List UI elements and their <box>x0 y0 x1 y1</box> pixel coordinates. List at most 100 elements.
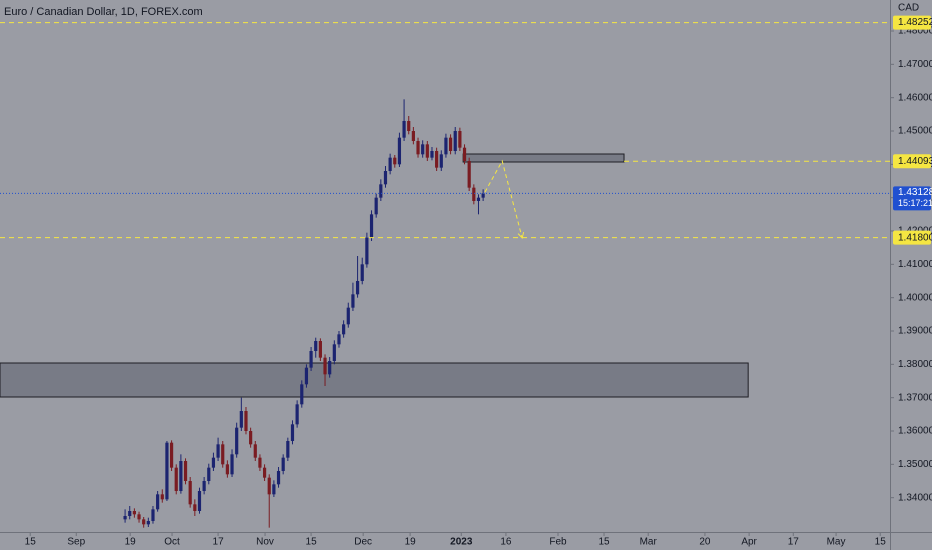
candle-body <box>216 444 220 458</box>
chart-title: Euro / Canadian Dollar, 1D, FOREX.com <box>4 6 203 18</box>
candle-body <box>351 294 355 308</box>
candle-body <box>309 351 313 368</box>
candle-body <box>188 481 192 505</box>
x-tick-label: Oct <box>164 537 180 548</box>
candle-body <box>448 137 453 151</box>
candle-body <box>295 404 299 425</box>
candle-body <box>304 367 309 385</box>
candle-body <box>258 457 262 468</box>
x-tick-label: 16 <box>500 537 512 548</box>
candle-body <box>169 442 174 468</box>
x-tick-label: Sep <box>67 537 85 548</box>
currency-label: CAD <box>898 3 919 14</box>
candle-body <box>146 521 150 525</box>
candle-body <box>211 457 216 468</box>
y-tick-label: 1.47000 <box>898 59 932 70</box>
candle-body <box>151 509 155 521</box>
level-label: 1.41800 <box>898 232 932 243</box>
candle-body <box>444 137 448 155</box>
x-tick-label: 20 <box>699 537 711 548</box>
y-tick-label: 1.45000 <box>898 126 932 137</box>
y-tick-label: 1.38000 <box>898 359 932 370</box>
candle-body <box>183 461 188 481</box>
candle-body <box>407 121 411 131</box>
candle-body <box>462 147 467 161</box>
candle-body <box>128 511 132 516</box>
candle-body <box>332 344 336 361</box>
candle-body <box>286 441 290 458</box>
candle-body <box>393 157 397 165</box>
candle-body <box>337 334 341 345</box>
level-label: 1.48252 <box>898 17 932 28</box>
x-tick-label: Apr <box>741 537 757 548</box>
candle-body <box>411 131 415 141</box>
candle-body <box>430 151 434 158</box>
x-tick-label: 17 <box>213 537 225 548</box>
candle-body <box>472 187 476 201</box>
axes: 1.34000 1.35000 1.36000 1.37000 1.38000 1.390… <box>25 15 932 548</box>
candle-body <box>267 477 271 495</box>
candle-body <box>421 144 425 155</box>
zone <box>462 153 625 163</box>
candle-body <box>244 411 248 431</box>
candle-body <box>300 384 304 405</box>
candle-body <box>207 467 211 481</box>
candle-body <box>276 471 281 485</box>
candle-body <box>435 151 439 168</box>
countdown-label: 15:17:21 <box>898 198 932 208</box>
candle-body <box>193 504 197 511</box>
candle-body <box>165 442 169 500</box>
y-tick-label: 1.34000 <box>898 492 932 503</box>
candle-body <box>439 154 443 168</box>
level-label: 1.44093 <box>898 156 932 167</box>
candle-body <box>383 171 388 185</box>
candle-body <box>202 481 206 491</box>
plot-area <box>0 22 890 528</box>
last-price-box <box>893 186 931 211</box>
candle-body <box>467 161 471 188</box>
projection-path <box>484 159 523 239</box>
candle-body <box>137 514 141 520</box>
candle-body <box>355 281 360 295</box>
candle-body <box>281 457 285 471</box>
candle-body <box>225 464 229 475</box>
candle-body <box>369 214 374 238</box>
y-tick-label: 1.36000 <box>898 426 932 437</box>
candle-body <box>179 461 183 491</box>
x-tick-label: May <box>827 537 846 548</box>
candle-body <box>318 341 322 358</box>
candle-body <box>328 361 332 375</box>
candle-body <box>425 144 429 158</box>
x-tick-label: Dec <box>354 537 372 548</box>
candle-body <box>458 131 462 148</box>
candle-body <box>365 237 369 265</box>
candle-body <box>416 141 420 155</box>
x-tick-label: 15 <box>875 537 887 548</box>
x-tick-label: Nov <box>256 537 274 548</box>
candle-body <box>230 454 234 475</box>
x-tick-label: 17 <box>788 537 800 548</box>
last-price-label: 1.43128 <box>898 187 932 198</box>
candle-body <box>272 484 276 495</box>
x-tick-label: 15 <box>25 537 37 548</box>
candle-body <box>160 494 164 500</box>
candle-body <box>388 157 392 171</box>
candle-body <box>235 427 239 455</box>
candle-body <box>262 467 267 478</box>
y-tick-label: 1.40000 <box>898 292 932 303</box>
candle-body <box>156 494 160 510</box>
y-tick-label: 1.41000 <box>898 259 932 270</box>
x-tick-label: Mar <box>640 537 658 548</box>
candle-body <box>360 264 364 281</box>
candle-body <box>197 491 202 511</box>
candle-body <box>346 307 350 325</box>
candle-body <box>253 444 257 458</box>
candle-body <box>374 197 378 215</box>
x-tick-label: 2023 <box>450 537 473 548</box>
candle-body <box>123 516 127 520</box>
candle-body <box>142 519 146 525</box>
candle-body <box>397 137 402 165</box>
x-tick-label: Feb <box>549 537 567 548</box>
